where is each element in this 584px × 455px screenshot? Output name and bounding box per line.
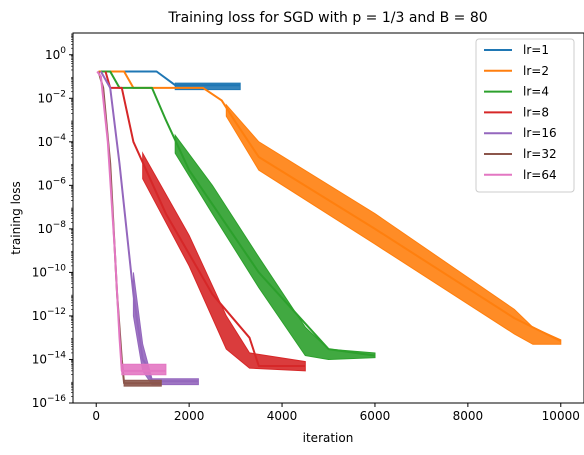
plot-area xyxy=(72,32,584,404)
series-lr=8 xyxy=(104,71,306,372)
legend-label: lr=4 xyxy=(523,85,549,99)
plot-frame xyxy=(72,32,584,404)
x-axis-ticks: 0 2000 4000 6000 8000 10000 xyxy=(92,403,580,423)
x-tick-label: 10000 xyxy=(542,409,580,423)
series-layer xyxy=(96,70,562,387)
series-lr=64 xyxy=(96,70,167,376)
x-tick-label: 6000 xyxy=(360,409,391,423)
series-band xyxy=(174,133,376,361)
series-line xyxy=(100,70,376,357)
legend: lr=1 lr=2 lr=4 lr=8 lr=16 lr=32 lr=64 xyxy=(475,38,575,193)
series-line xyxy=(96,70,166,372)
series-line xyxy=(98,70,562,342)
legend-label: lr=1 xyxy=(523,43,549,57)
chart-title: Training loss for SGD with p = 1/3 and B… xyxy=(167,10,487,26)
y-axis-label: training loss xyxy=(9,181,23,254)
series-lr=16 xyxy=(100,71,199,386)
series-band xyxy=(142,151,306,372)
legend-label: lr=16 xyxy=(523,126,557,140)
x-tick-label: 2000 xyxy=(174,409,205,423)
legend-label: lr=64 xyxy=(523,168,557,182)
x-axis-label: iteration xyxy=(303,431,354,445)
x-tick-label: 0 xyxy=(92,409,100,423)
legend-label: lr=32 xyxy=(523,147,557,161)
x-tick-label: 4000 xyxy=(267,409,298,423)
series-line xyxy=(98,70,241,87)
legend-label: lr=2 xyxy=(523,64,549,78)
series-lr=2 xyxy=(98,70,562,345)
series-lr=4 xyxy=(100,70,376,361)
series-band xyxy=(132,272,199,386)
legend-label: lr=8 xyxy=(523,105,549,119)
series-band xyxy=(225,103,562,345)
x-tick-label: 8000 xyxy=(453,409,484,423)
series-band xyxy=(121,363,167,376)
series-line xyxy=(104,71,306,367)
series-line xyxy=(100,71,199,383)
